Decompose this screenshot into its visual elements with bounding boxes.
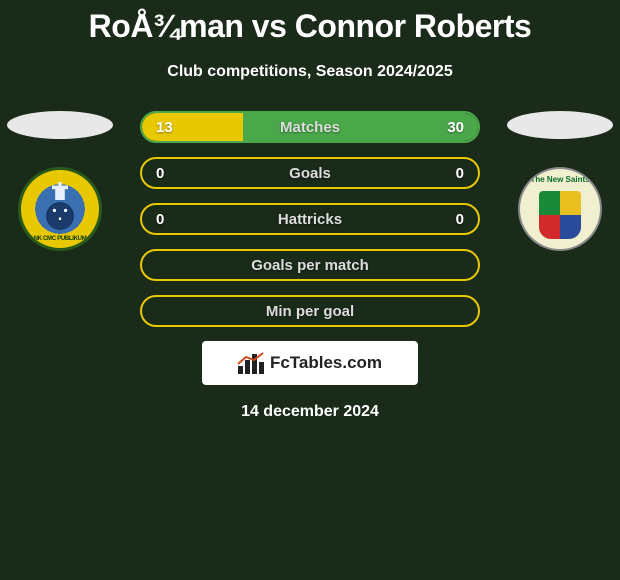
stat-row: Min per goal	[140, 295, 480, 327]
stat-value-left: 0	[142, 165, 190, 182]
comparison-card: RoÅ¾man vs Connor Roberts Club competiti…	[0, 0, 620, 421]
stat-label: Min per goal	[190, 303, 430, 320]
stat-row: Goals per match	[140, 249, 480, 281]
stat-value-left: 13	[142, 119, 190, 136]
branding-badge: FcTables.com	[202, 341, 418, 385]
page-title: RoÅ¾man vs Connor Roberts	[0, 8, 620, 45]
stat-label: Hattricks	[190, 211, 430, 228]
player-left-photo-placeholder	[7, 111, 113, 139]
stat-value-right: 0	[430, 211, 478, 228]
stat-label: Goals	[190, 165, 430, 182]
player-right-column: The New Saints	[500, 111, 620, 251]
club-badge-left: NK CMC PUBLIKUM	[18, 167, 102, 251]
player-right-photo-placeholder	[507, 111, 613, 139]
club-badge-right: The New Saints	[518, 167, 602, 251]
stat-value-left: 0	[142, 211, 190, 228]
stat-row: 0Hattricks0	[140, 203, 480, 235]
player-left-column: NK CMC PUBLIKUM	[0, 111, 120, 251]
subtitle: Club competitions, Season 2024/2025	[0, 63, 620, 81]
bar-chart-icon	[238, 352, 264, 374]
stat-label: Matches	[190, 119, 430, 136]
stats-area: NK CMC PUBLIKUM The New Saints 13Matches…	[0, 111, 620, 327]
club-badge-left-label: NK CMC PUBLIKUM	[21, 236, 99, 242]
date-text: 14 december 2024	[0, 403, 620, 421]
branding-text: FcTables.com	[270, 353, 382, 373]
stat-rows: 13Matches300Goals00Hattricks0Goals per m…	[140, 111, 480, 327]
shield-icon	[539, 191, 581, 239]
stat-row: 0Goals0	[140, 157, 480, 189]
club-badge-right-label: The New Saints	[520, 175, 600, 184]
stat-label: Goals per match	[190, 257, 430, 274]
stat-value-right: 0	[430, 165, 478, 182]
stat-row: 13Matches30	[140, 111, 480, 143]
stat-value-right: 30	[430, 119, 478, 136]
